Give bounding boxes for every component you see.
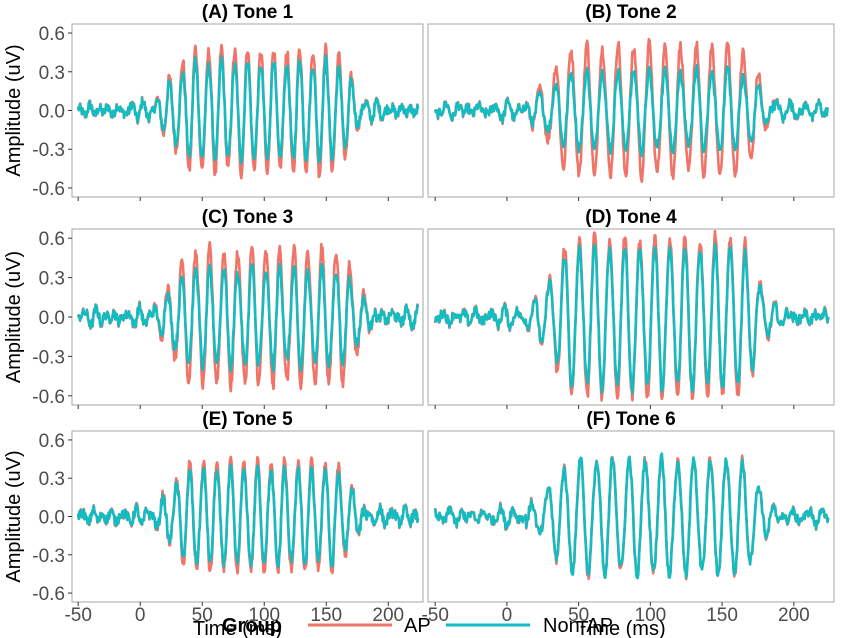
series-line-non-ap [433, 63, 830, 158]
panel-title: (F) Tone 6 [586, 409, 675, 430]
x-tick-label: 150 [706, 605, 738, 626]
panel-title: (D) Tone 4 [585, 207, 677, 228]
y-axes: 0.6 0.3 0.0 -0.3 -0.6 Amplitude (uV) 0.6 0.3 0.0… [3, 24, 72, 605]
y-tick-label: -0.3 [32, 140, 65, 161]
y-tick-label: -0.6 [32, 584, 65, 605]
y-tick-label: 0.0 [39, 508, 65, 529]
y-tick-label: 0.6 [39, 431, 65, 452]
x-tick-label: 50 [568, 605, 589, 626]
series-line-non-ap [433, 242, 830, 395]
panels: (A) Tone 1 (B) Tone 2 (C) Tone 3 (D) Tone 4… [71, 2, 835, 603]
series-line-non-ap [76, 262, 420, 373]
x-axes: -50 0 50 100 150 200 Time (ms) -50 0 50 100 150 200 T… [64, 197, 810, 638]
y-tick-label: 0.0 [39, 308, 65, 329]
legend: Group AP Non-AP [222, 615, 613, 637]
y-tick-label: 0.3 [39, 469, 65, 490]
x-tick-label: 200 [778, 605, 810, 626]
y-axis-title: Amplitude (uV) [3, 44, 25, 176]
x-tick-label: 100 [635, 605, 667, 626]
x-tick-label: 50 [192, 605, 213, 626]
x-tick-label: 150 [310, 605, 342, 626]
y-tick-label: -0.6 [32, 387, 65, 408]
y-tick-label: 0.6 [39, 229, 65, 250]
y-tick-label: 0.3 [39, 63, 65, 84]
series-line-non-ap [433, 452, 830, 580]
panel: (D) Tone 4 [427, 207, 835, 406]
x-tick-label: -50 [421, 605, 448, 626]
panel: (A) Tone 1 [71, 2, 424, 198]
y-tick-label: -0.6 [32, 179, 65, 200]
panel: (B) Tone 2 [427, 2, 835, 198]
y-tick-label: 0.3 [39, 269, 65, 290]
x-tick-label: 0 [135, 605, 146, 626]
x-axis-title: Time (ms) [576, 618, 665, 638]
y-axis-title: Amplitude (uV) [3, 251, 25, 383]
panel-title: (C) Tone 3 [202, 207, 293, 228]
series-line-non-ap [76, 463, 420, 569]
y-tick-label: -0.3 [32, 546, 65, 567]
panel: (E) Tone 5 [71, 409, 424, 603]
y-axis-title: Amplitude (uV) [3, 450, 25, 582]
y-tick-label: 0.6 [39, 24, 65, 45]
legend-label: Non-AP [543, 615, 613, 637]
panel-title: (A) Tone 1 [202, 2, 294, 23]
x-tick-label: 200 [372, 605, 404, 626]
y-tick-label: -0.3 [32, 347, 65, 368]
x-tick-label: -50 [64, 605, 91, 626]
x-tick-label: 100 [248, 605, 280, 626]
panel-title: (E) Tone 5 [202, 409, 293, 430]
series-line-non-ap [76, 53, 420, 165]
x-axis-title: Time (ms) [193, 618, 282, 638]
x-tick-label: 0 [502, 605, 513, 626]
panel-title: (B) Tone 2 [585, 2, 676, 23]
legend-label: AP [404, 615, 431, 637]
panel: (F) Tone 6 [427, 409, 835, 603]
legend-title: Group [222, 615, 282, 637]
y-tick-label: 0.0 [39, 102, 65, 123]
panel-frame [427, 23, 835, 198]
panel: (C) Tone 3 [71, 207, 424, 406]
